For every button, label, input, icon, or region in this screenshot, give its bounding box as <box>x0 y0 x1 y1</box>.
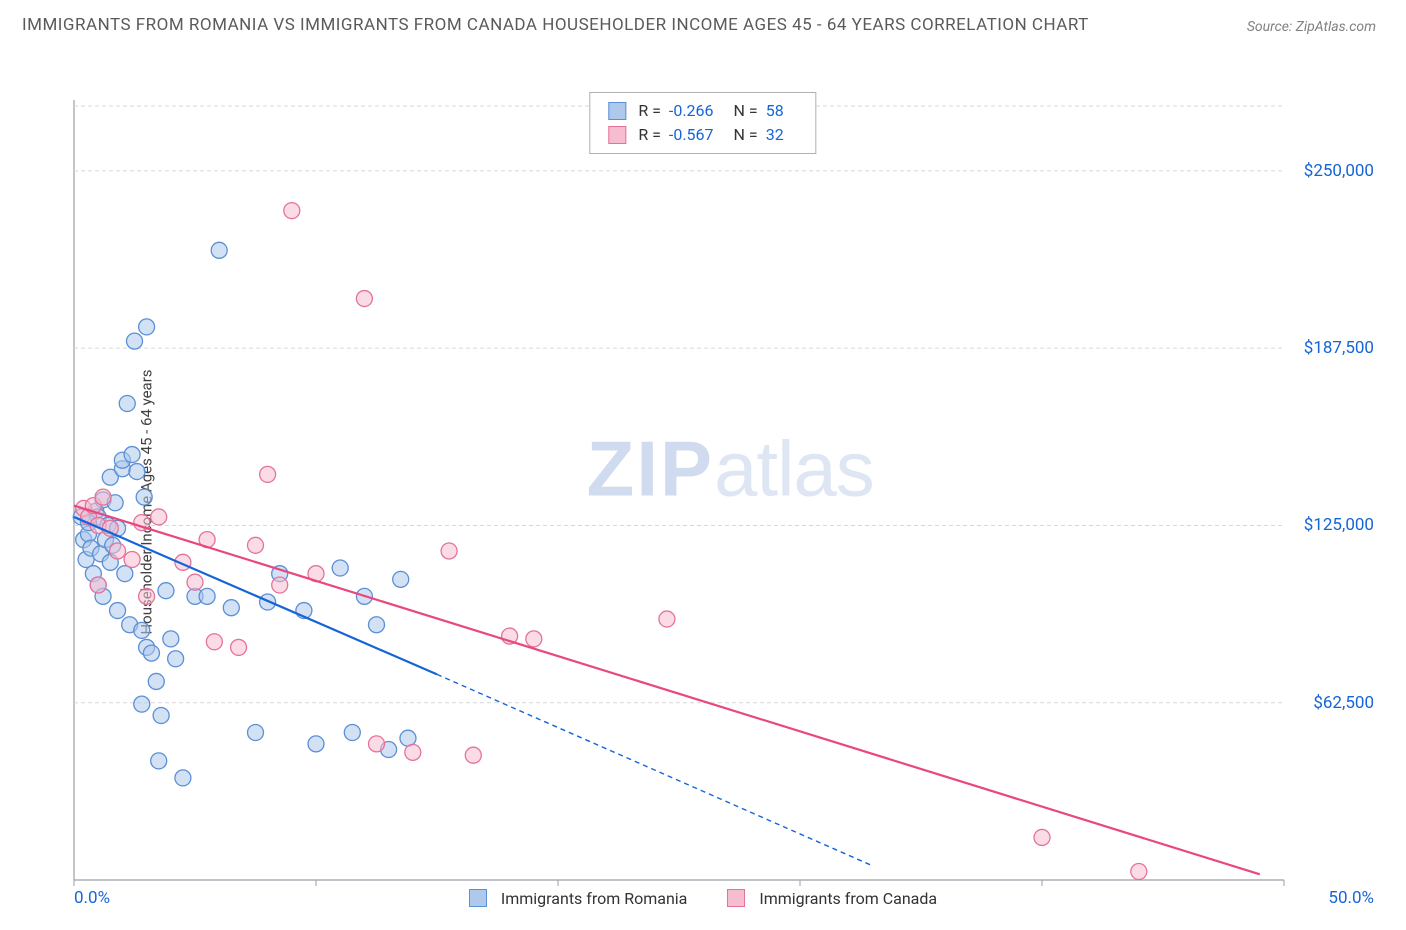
data-point <box>206 634 222 650</box>
legend-label: Immigrants from Romania <box>501 889 688 908</box>
data-point <box>163 631 179 647</box>
legend-label: Immigrants from Canada <box>759 889 937 908</box>
data-point <box>124 551 140 567</box>
x-axis-min-label: 0.0% <box>74 888 110 908</box>
legend-item: Immigrants from Canada <box>727 889 937 908</box>
data-point <box>175 770 191 786</box>
data-point <box>129 464 145 480</box>
data-point <box>199 588 215 604</box>
legend-center: Immigrants from Romania Immigrants from C… <box>469 889 937 908</box>
data-point <box>369 736 385 752</box>
source-attribution: Source: ZipAtlas.com <box>1247 19 1386 39</box>
data-point <box>272 577 288 593</box>
trend-line <box>74 506 1260 875</box>
y-tick-label: $250,000 <box>1304 161 1374 181</box>
data-point <box>332 560 348 576</box>
stat-r-label: R = <box>638 123 661 147</box>
data-point <box>151 509 167 525</box>
data-point <box>139 319 155 335</box>
y-tick-label: $187,500 <box>1304 338 1374 358</box>
data-point <box>248 725 264 741</box>
data-point <box>284 203 300 219</box>
data-point <box>158 583 174 599</box>
data-point <box>127 333 143 349</box>
stat-n-label: N = <box>734 123 758 147</box>
data-point <box>465 747 481 763</box>
stat-n-label: N = <box>734 99 758 123</box>
data-point <box>308 736 324 752</box>
stats-row: R = -0.266 N = 58 <box>608 99 797 123</box>
data-point <box>110 543 126 559</box>
data-point <box>153 707 169 723</box>
correlation-stats-box: R = -0.266 N = 58 R = -0.567 N = 32 <box>589 92 816 154</box>
data-point <box>405 744 421 760</box>
stat-r-label: R = <box>638 99 661 123</box>
data-point <box>369 617 385 633</box>
y-tick-label: $125,000 <box>1304 515 1374 535</box>
legend-swatch <box>727 889 745 907</box>
legend-swatch <box>469 889 487 907</box>
data-point <box>110 603 126 619</box>
stat-n-value: 58 <box>766 99 784 123</box>
data-point <box>134 696 150 712</box>
bottom-legend-bar: 0.0% Immigrants from RomaniaImmigrants f… <box>22 884 1384 912</box>
chart-area: Householder Income Ages 45 - 64 years ZI… <box>22 92 1384 912</box>
data-point <box>151 753 167 769</box>
data-point <box>526 631 542 647</box>
data-point <box>95 489 111 505</box>
x-axis-max-label: 50.0% <box>1328 888 1374 908</box>
data-point <box>90 577 106 593</box>
data-point <box>136 489 152 505</box>
data-point <box>344 725 360 741</box>
data-point <box>659 611 675 627</box>
data-point <box>187 574 203 590</box>
data-point <box>223 600 239 616</box>
data-point <box>356 291 372 307</box>
data-point <box>248 537 264 553</box>
scatter-plot <box>66 92 1384 912</box>
data-point <box>117 566 133 582</box>
data-point <box>134 622 150 638</box>
legend-item: Immigrants from Romania <box>469 889 688 908</box>
data-point <box>143 645 159 661</box>
stat-r-value: -0.567 <box>669 123 714 147</box>
data-point <box>393 571 409 587</box>
stats-row: R = -0.567 N = 32 <box>608 123 797 147</box>
data-point <box>168 651 184 667</box>
stat-n-value: 32 <box>766 123 784 147</box>
data-point <box>211 242 227 258</box>
data-point <box>260 466 276 482</box>
stat-r-value: -0.266 <box>669 99 714 123</box>
chart-title: IMMIGRANTS FROM ROMANIA VS IMMIGRANTS FR… <box>22 12 1089 39</box>
chart-header: IMMIGRANTS FROM ROMANIA VS IMMIGRANTS FR… <box>0 0 1406 43</box>
data-point <box>231 639 247 655</box>
data-point <box>1034 829 1050 845</box>
data-point <box>124 447 140 463</box>
data-point <box>441 543 457 559</box>
data-point <box>1131 863 1147 879</box>
data-point <box>119 395 135 411</box>
data-point <box>102 520 118 536</box>
legend-swatch <box>608 102 626 120</box>
legend-swatch <box>608 126 626 144</box>
data-point <box>139 588 155 604</box>
data-point <box>148 673 164 689</box>
y-tick-label: $62,500 <box>1313 693 1374 713</box>
